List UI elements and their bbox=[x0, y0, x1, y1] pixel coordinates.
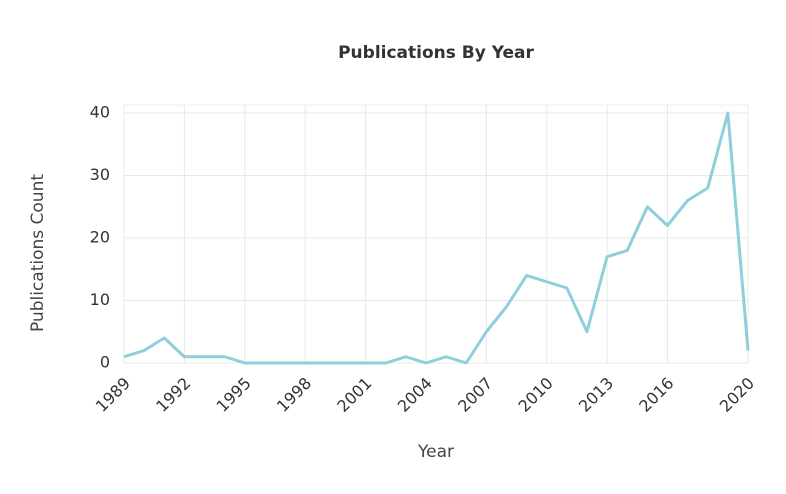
y-tick-label: 40 bbox=[90, 103, 110, 122]
x-axis-title: Year bbox=[417, 442, 454, 462]
y-tick-label: 0 bbox=[100, 353, 110, 372]
x-tick-label: 1992 bbox=[152, 374, 194, 416]
x-tick-label: 1989 bbox=[92, 374, 134, 416]
x-tick-label: 2010 bbox=[514, 374, 556, 416]
data-line bbox=[123, 111, 750, 365]
y-axis-title: Publications Count bbox=[28, 174, 48, 332]
x-tick-label: 2020 bbox=[716, 374, 758, 416]
x-tick-label: 2001 bbox=[333, 374, 375, 416]
x-tick-label: 1995 bbox=[213, 374, 255, 416]
x-tick-label: 1998 bbox=[273, 374, 315, 416]
x-tick-label: 2007 bbox=[454, 374, 496, 416]
y-tick-label: 20 bbox=[90, 228, 110, 247]
x-tick-label: 2013 bbox=[575, 374, 617, 416]
y-tick-label: 10 bbox=[90, 290, 110, 309]
x-tick-label: 2016 bbox=[635, 374, 677, 416]
plot-frame bbox=[123, 104, 749, 364]
x-tick-label: 2004 bbox=[394, 374, 436, 416]
chart-title: Publications By Year bbox=[338, 43, 534, 63]
y-tick-label: 30 bbox=[90, 165, 110, 184]
